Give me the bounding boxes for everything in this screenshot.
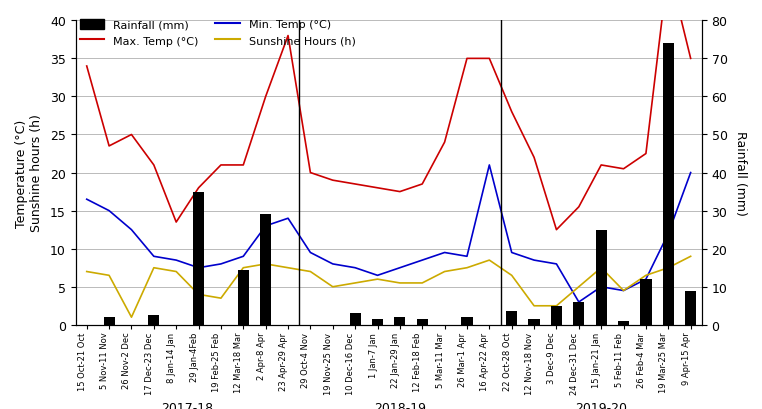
Legend: Rainfall (mm), Max. Temp (°C), Min. Temp (°C), Sunshine Hours (h): Rainfall (mm), Max. Temp (°C), Min. Temp… (75, 15, 360, 51)
Bar (640, 279, 652, 325)
Bar (573, 302, 584, 325)
Bar (685, 291, 696, 325)
Bar (149, 315, 159, 325)
Bar (350, 314, 360, 325)
Text: 2019-20: 2019-20 (575, 401, 627, 409)
Bar (506, 312, 517, 325)
Bar (417, 319, 427, 325)
Bar (461, 317, 472, 325)
Bar (193, 192, 204, 325)
Bar (618, 321, 629, 325)
Bar (529, 319, 539, 325)
Bar (596, 230, 607, 325)
Bar (260, 215, 271, 325)
Text: 2018-19: 2018-19 (374, 401, 426, 409)
Text: 2017-18: 2017-18 (162, 401, 213, 409)
Bar (372, 319, 383, 325)
Bar (394, 317, 405, 325)
Bar (551, 306, 562, 325)
Y-axis label: Temperature (°C)
Sunshine hours (h): Temperature (°C) Sunshine hours (h) (15, 115, 43, 232)
Bar (104, 317, 115, 325)
Bar (238, 270, 249, 325)
Bar (663, 44, 674, 325)
Y-axis label: Rainfall (mm): Rainfall (mm) (734, 131, 747, 216)
